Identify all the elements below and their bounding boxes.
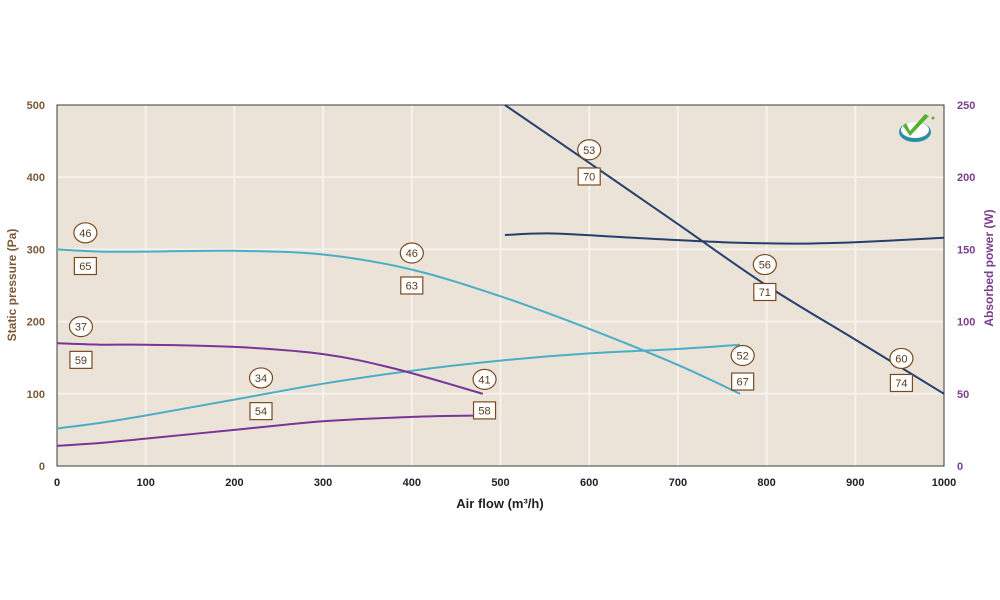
annotation-label: 34 xyxy=(255,373,267,385)
y-right-tick-label: 0 xyxy=(957,461,963,473)
x-tick-label: 400 xyxy=(403,477,421,489)
y-left-tick-label: 500 xyxy=(27,100,45,112)
annotation-label: 60 xyxy=(895,353,907,365)
annotation-label: 52 xyxy=(737,351,749,363)
annotation-circle: 53 xyxy=(577,139,602,161)
annotation-label: 74 xyxy=(895,378,907,390)
annotation-label: 37 xyxy=(75,322,87,334)
grid xyxy=(57,105,944,466)
x-tick-label: 900 xyxy=(846,477,864,489)
x-axis-title: Air flow (m³/h) xyxy=(456,496,543,511)
annotation-circle: 56 xyxy=(752,253,777,276)
annotation-box: 58 xyxy=(472,401,497,420)
y-right-tick-label: 150 xyxy=(957,244,975,256)
y-left-axis-ticks: 0 100 200 300 400 500 xyxy=(27,100,45,473)
annotation-box: 67 xyxy=(731,372,755,391)
annotation-label: 46 xyxy=(79,228,91,240)
series-line-w1 xyxy=(56,343,741,430)
y-right-tick-label: 100 xyxy=(957,317,975,329)
x-tick-label: 0 xyxy=(54,477,60,489)
annotation-label: 46 xyxy=(406,248,418,260)
annotation-label: 41 xyxy=(478,374,490,386)
y-left-tick-label: 300 xyxy=(27,244,45,256)
y-left-tick-label: 200 xyxy=(27,317,45,329)
annotation-circle: 60 xyxy=(889,347,914,370)
annotation-box: 70 xyxy=(577,167,601,186)
series-line-p1 xyxy=(56,248,741,395)
annotation-label: 54 xyxy=(255,406,267,418)
annotation-label: 70 xyxy=(583,171,595,183)
y-right-tick-label: 250 xyxy=(957,100,975,112)
y-right-tick-label: 50 xyxy=(957,389,969,401)
annotation-label: 56 xyxy=(759,260,771,272)
annotation-circle: 46 xyxy=(73,222,98,244)
x-tick-label: 100 xyxy=(137,477,155,489)
y-left-tick-label: 0 xyxy=(39,461,45,473)
annotation-box: 71 xyxy=(753,282,777,302)
x-tick-label: 700 xyxy=(669,477,687,489)
annotation-box: 74 xyxy=(889,373,914,393)
x-tick-label: 600 xyxy=(580,477,598,489)
annotation-label: 59 xyxy=(75,355,87,367)
y-right-axis-ticks: 0 50 100 150 200 250 xyxy=(957,100,975,473)
x-tick-label: 800 xyxy=(757,477,775,489)
annotation-label: 67 xyxy=(737,377,749,389)
annotation-label: 58 xyxy=(478,405,490,417)
x-tick-label: 300 xyxy=(314,477,332,489)
x-tick-label: 1000 xyxy=(932,477,956,489)
series-line-w2 xyxy=(56,414,483,447)
plot-border xyxy=(56,104,945,467)
annotation-label: 53 xyxy=(583,145,595,157)
annotation-box: 63 xyxy=(400,276,424,295)
annotation-box: 59 xyxy=(69,350,93,369)
annotation-box: 65 xyxy=(73,256,97,276)
annotation-circle: 37 xyxy=(68,316,94,338)
y-left-tick-label: 100 xyxy=(27,389,45,401)
x-tick-label: 200 xyxy=(225,477,243,489)
annotation-box: 54 xyxy=(249,402,273,421)
annotation-circle: 52 xyxy=(730,344,755,367)
annotation-label: 71 xyxy=(759,287,771,299)
y-left-axis-title: Static pressure (Pa) xyxy=(5,229,19,342)
x-tick-label: 500 xyxy=(491,477,509,489)
annotation-circle: 34 xyxy=(248,367,274,389)
series-line-w3 xyxy=(504,232,945,245)
series-line-p2 xyxy=(56,342,484,395)
annotation-circle: 46 xyxy=(399,242,424,264)
annotations-layer: 46 65 37 59 34 54 46 63 41 58 53 70 56 71 52 67 60 74 xyxy=(68,139,914,421)
y-right-axis-title: Absorbed power (W) xyxy=(982,209,996,326)
y-left-tick-label: 400 xyxy=(27,172,45,184)
y-right-tick-label: 200 xyxy=(957,172,975,184)
annotation-label: 65 xyxy=(79,261,91,273)
checkmark-logo-icon xyxy=(899,114,935,142)
annotation-circle: 41 xyxy=(472,368,497,390)
x-axis-ticks: 0 100 200 300 400 500 600 700 800 900 1000 xyxy=(54,477,956,489)
annotation-label: 63 xyxy=(406,281,418,293)
